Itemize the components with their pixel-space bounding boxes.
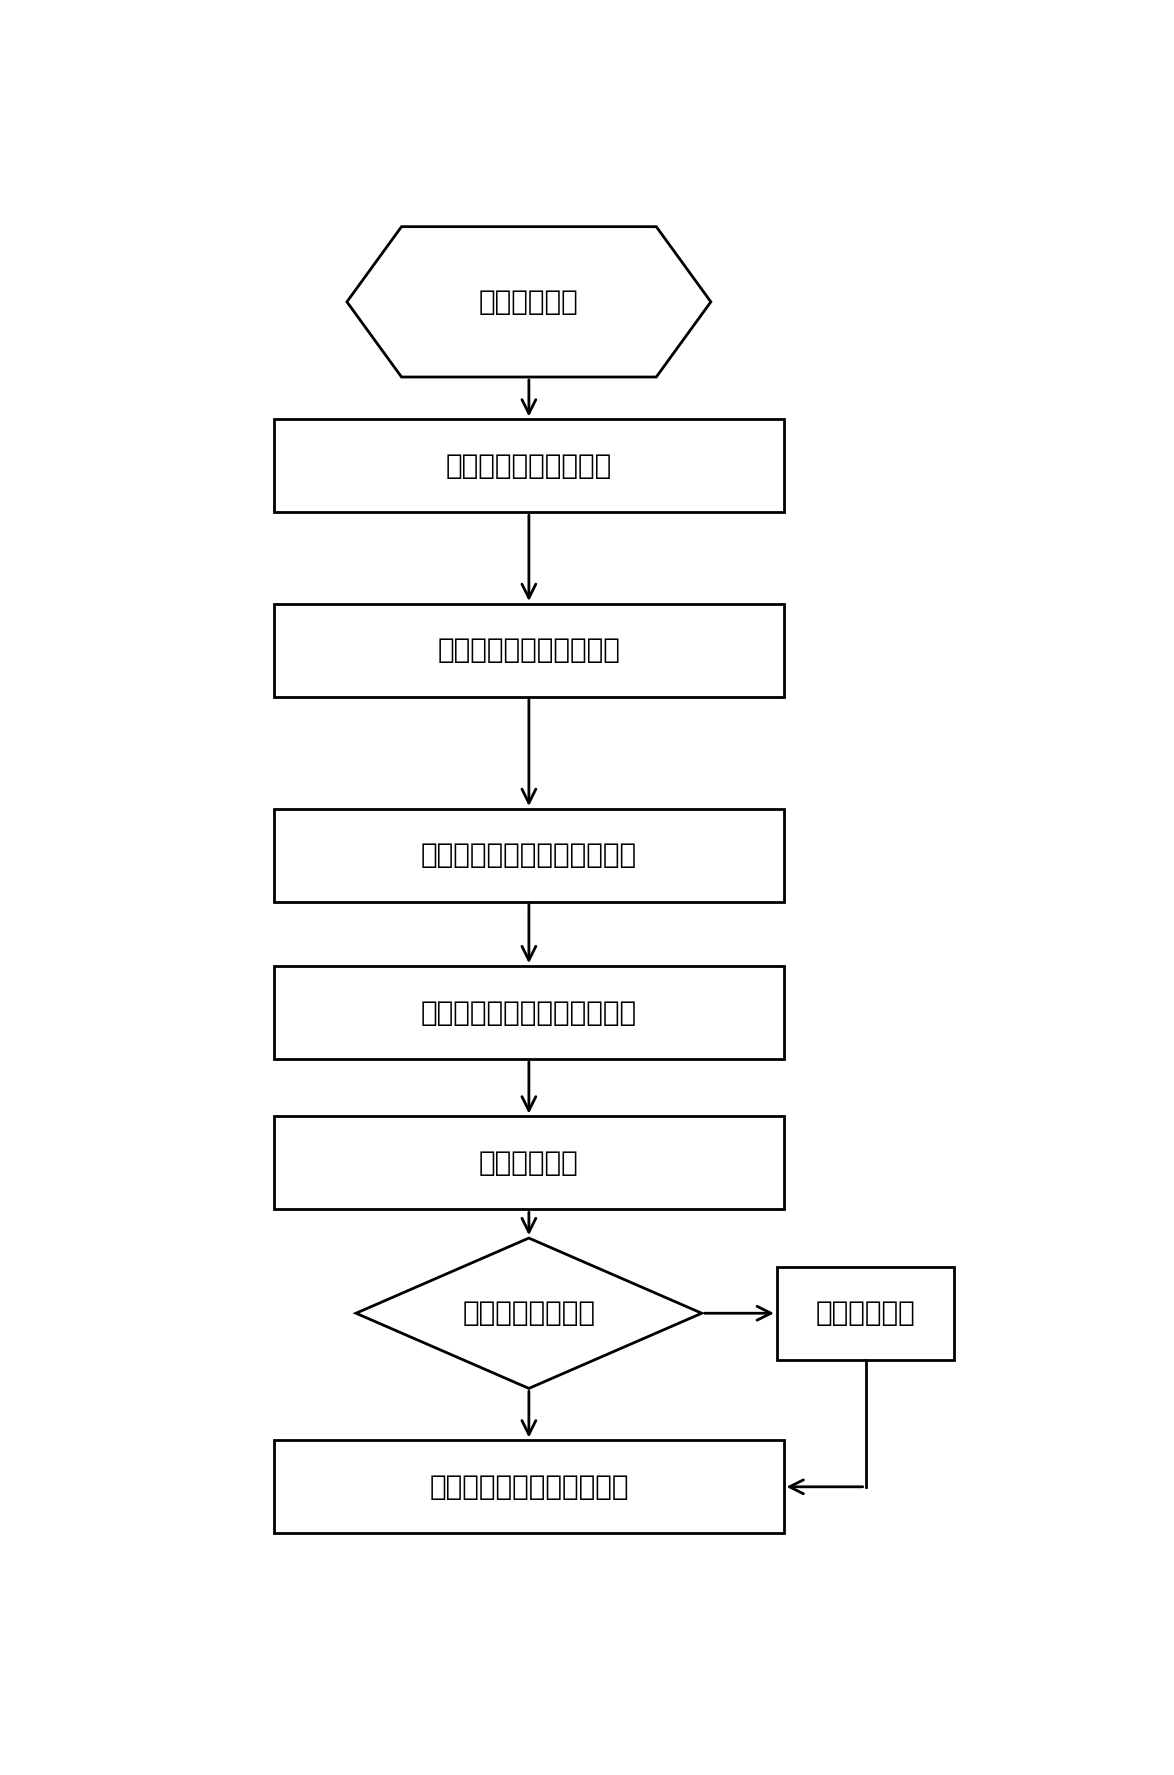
FancyBboxPatch shape — [274, 966, 784, 1060]
FancyBboxPatch shape — [274, 1116, 784, 1209]
Text: 调整最佳周期: 调整最佳周期 — [816, 1299, 916, 1328]
FancyBboxPatch shape — [777, 1267, 954, 1360]
Polygon shape — [356, 1239, 702, 1388]
Text: 是否在限定范围内: 是否在限定范围内 — [463, 1299, 595, 1328]
Text: 输入路口参数: 输入路口参数 — [479, 288, 579, 316]
Polygon shape — [348, 227, 711, 376]
FancyBboxPatch shape — [274, 1440, 784, 1534]
FancyBboxPatch shape — [274, 809, 784, 902]
FancyBboxPatch shape — [274, 419, 784, 513]
Text: 获取混和交通流下的平均延误: 获取混和交通流下的平均延误 — [420, 999, 637, 1026]
Text: 计算最佳周期: 计算最佳周期 — [479, 1148, 579, 1177]
Text: 建立混和交通流消散模型: 建立混和交通流消散模型 — [438, 637, 620, 664]
Text: 对非机动车平均延误进行建模: 对非机动车平均延误进行建模 — [420, 841, 637, 870]
Text: 计算并调整各相位绿灯时间: 计算并调整各相位绿灯时间 — [430, 1473, 628, 1502]
Text: 建立非机动车消散模型: 建立非机动车消散模型 — [446, 453, 612, 479]
FancyBboxPatch shape — [274, 604, 784, 698]
